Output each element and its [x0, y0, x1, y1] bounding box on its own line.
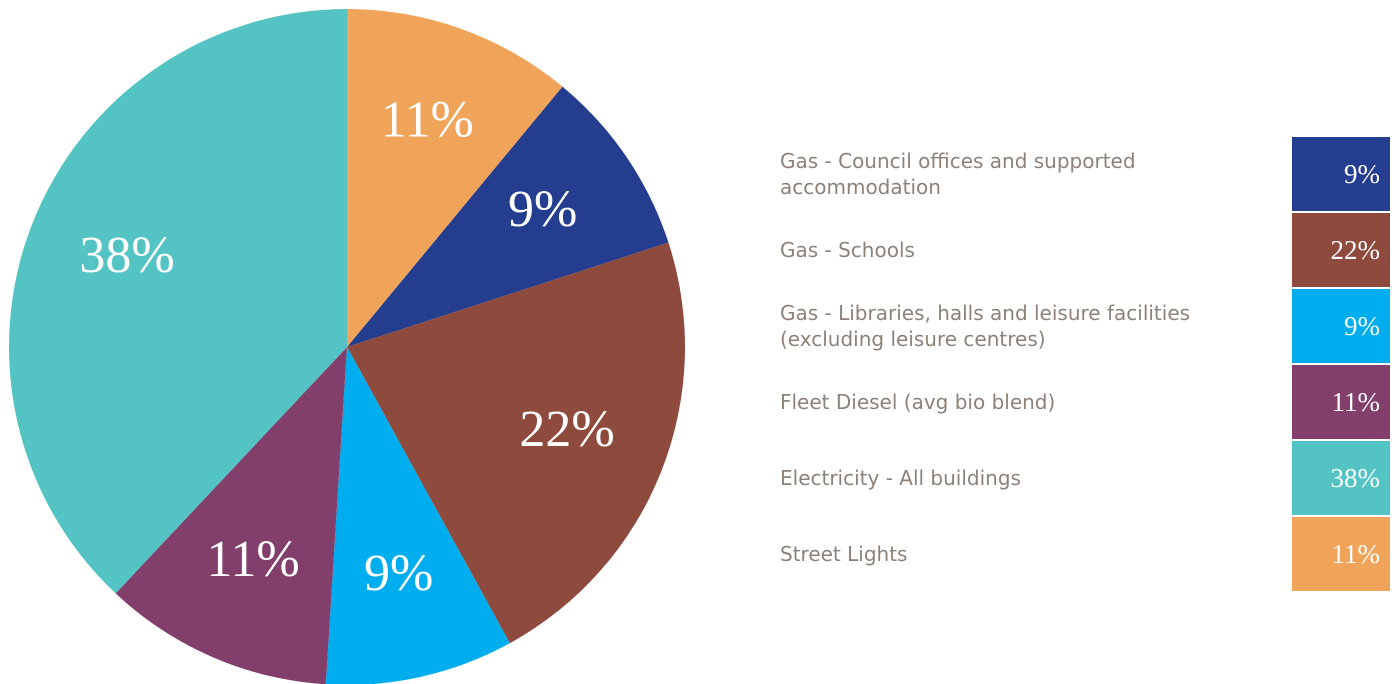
pie-value-label: 22% — [519, 401, 614, 458]
legend-label: Electricity - All buildings — [780, 466, 1021, 490]
pie-slice — [8, 8, 348, 594]
legend-swatch: 9% — [1292, 137, 1390, 211]
legend-swatch: 22% — [1292, 213, 1390, 287]
legend-label: Street Lights — [780, 542, 908, 566]
legend-label: Gas - Council offices and supported acco… — [780, 149, 1136, 199]
pie-slice — [115, 347, 347, 684]
pie-value-label: 11% — [206, 531, 299, 588]
legend-swatch: 11% — [1292, 517, 1390, 591]
legend-swatch: 9% — [1292, 289, 1390, 363]
pie-value-label: 9% — [508, 181, 577, 238]
pie-chart: 9% 22% 9% 11% 38% 11% — [8, 8, 685, 684]
pie-slice — [325, 347, 510, 684]
pie-value-label: 38% — [79, 227, 174, 284]
pie-value-label: 11% — [380, 91, 473, 148]
pie-value-label: 9% — [364, 545, 433, 602]
legend-swatch: 38% — [1292, 441, 1390, 515]
pie-slice — [347, 9, 563, 347]
legend-label: Gas - Libraries, halls and leisure facil… — [780, 301, 1191, 351]
pie-slice — [347, 86, 669, 347]
legend-swatch: 11% — [1292, 365, 1390, 439]
pie-slice — [347, 242, 685, 644]
legend-label: Fleet Diesel (avg bio blend) — [780, 390, 1056, 414]
legend-label: Gas - Schools — [780, 238, 915, 262]
